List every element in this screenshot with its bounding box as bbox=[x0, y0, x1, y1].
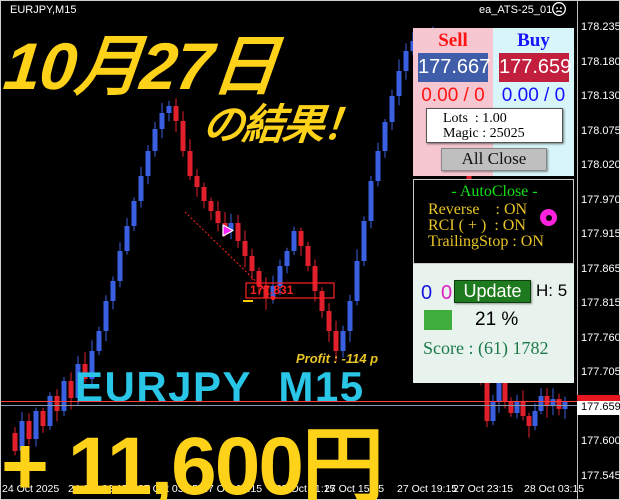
svg-text:177.831: 177.831 bbox=[250, 283, 294, 297]
